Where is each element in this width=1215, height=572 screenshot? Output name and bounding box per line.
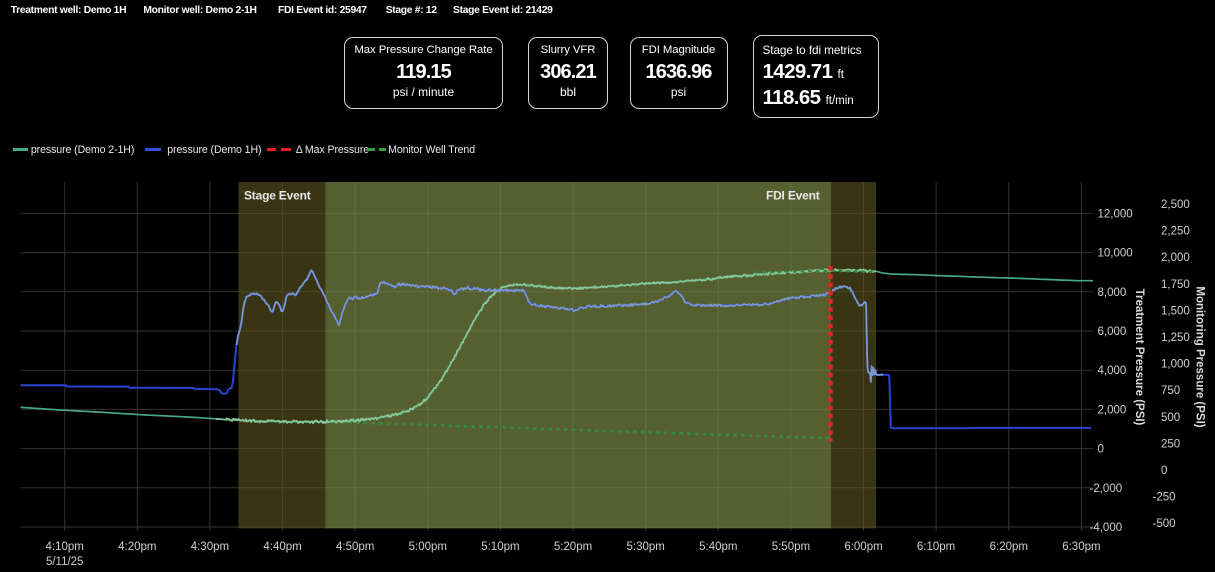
svg-text:1,250: 1,250 [1161, 332, 1190, 344]
svg-text:-250: -250 [1153, 492, 1176, 504]
svg-text:4:10pm: 4:10pm [46, 541, 84, 553]
svg-text:5:00pm: 5:00pm [409, 541, 447, 553]
svg-text:6:10pm: 6:10pm [917, 541, 955, 553]
svg-text:0: 0 [1098, 444, 1104, 456]
svg-text:500: 500 [1161, 412, 1180, 424]
svg-text:10,000: 10,000 [1098, 248, 1133, 260]
svg-text:2,250: 2,250 [1161, 226, 1190, 238]
svg-text:5/11/25: 5/11/25 [46, 556, 84, 568]
svg-text:Stage Event: Stage Event [244, 189, 311, 203]
svg-text:12,000: 12,000 [1098, 208, 1133, 220]
svg-text:2,000: 2,000 [1161, 252, 1190, 264]
svg-text:6:20pm: 6:20pm [990, 541, 1028, 553]
svg-text:4:50pm: 4:50pm [336, 541, 374, 553]
svg-text:750: 750 [1161, 385, 1180, 397]
svg-text:6:00pm: 6:00pm [844, 541, 882, 553]
svg-text:Treatment Pressure (PSI): Treatment Pressure (PSI) [1133, 289, 1145, 426]
svg-text:FDI Event: FDI Event [766, 189, 820, 203]
svg-text:-500: -500 [1153, 518, 1176, 530]
svg-text:4,000: 4,000 [1098, 365, 1127, 377]
svg-text:5:30pm: 5:30pm [627, 541, 665, 553]
svg-text:4:30pm: 4:30pm [191, 541, 229, 553]
svg-text:5:20pm: 5:20pm [554, 541, 592, 553]
svg-text:6:30pm: 6:30pm [1062, 541, 1100, 553]
svg-text:5:40pm: 5:40pm [699, 541, 737, 553]
svg-text:4:40pm: 4:40pm [263, 541, 301, 553]
svg-text:2,500: 2,500 [1161, 199, 1190, 211]
svg-text:5:10pm: 5:10pm [481, 541, 519, 553]
svg-text:250: 250 [1161, 438, 1180, 450]
svg-text:0: 0 [1161, 465, 1167, 477]
svg-text:1,000: 1,000 [1161, 359, 1190, 371]
svg-text:1,750: 1,750 [1161, 279, 1190, 291]
svg-text:6,000: 6,000 [1098, 326, 1127, 338]
svg-text:1,500: 1,500 [1161, 305, 1190, 317]
svg-text:-4,000: -4,000 [1090, 522, 1123, 534]
svg-text:4:20pm: 4:20pm [118, 541, 156, 553]
svg-text:5:50pm: 5:50pm [772, 541, 810, 553]
svg-text:8,000: 8,000 [1098, 287, 1127, 299]
svg-text:Monitoring Pressure (PSI): Monitoring Pressure (PSI) [1194, 286, 1206, 427]
svg-text:2,000: 2,000 [1098, 404, 1127, 416]
svg-text:-2,000: -2,000 [1090, 483, 1123, 495]
